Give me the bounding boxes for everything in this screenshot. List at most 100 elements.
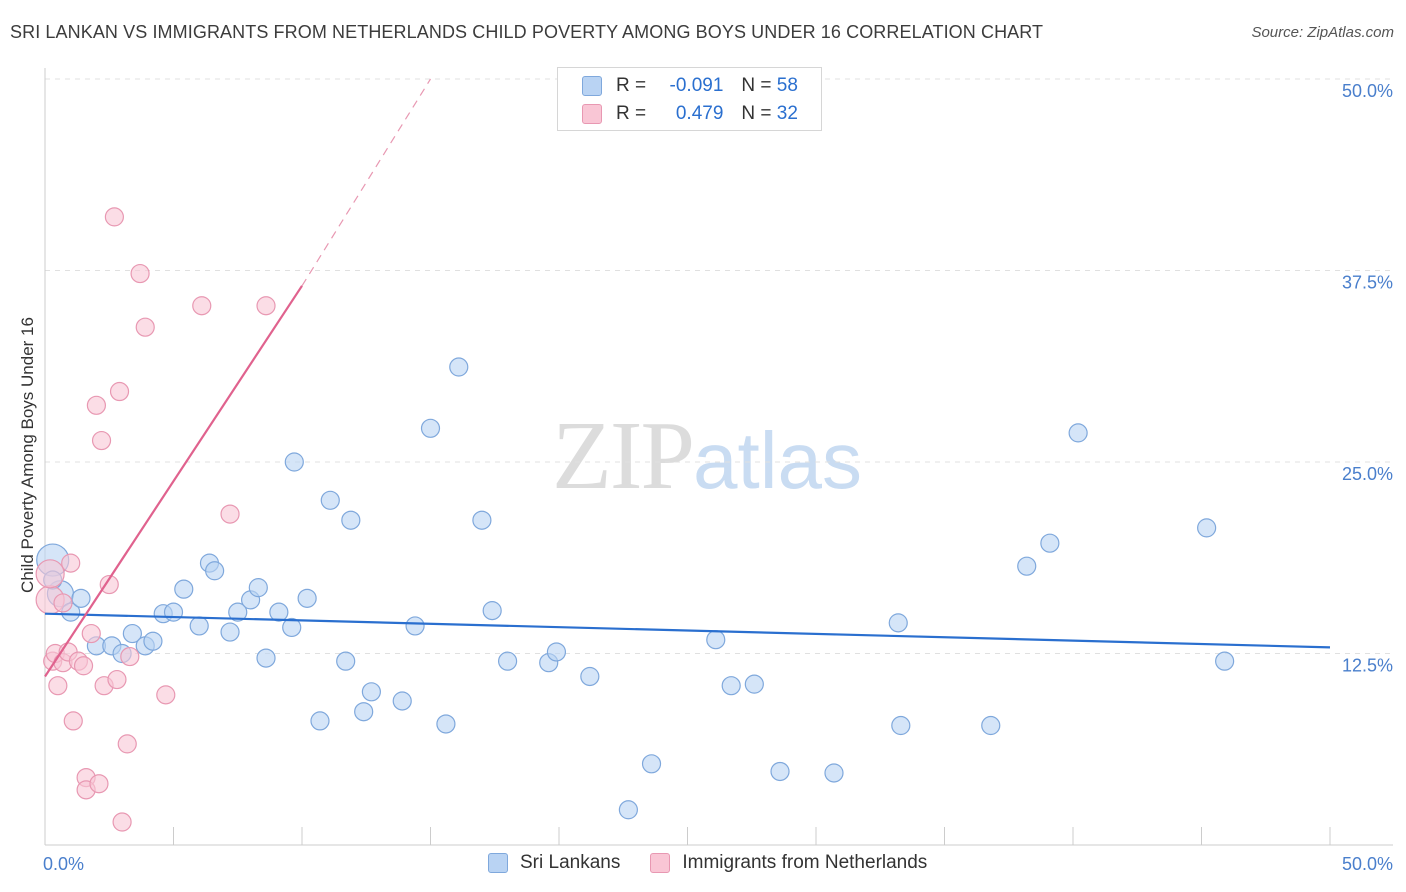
legend-item-label: Sri Lankans: [520, 852, 621, 873]
sri-lankan-point: [361, 682, 381, 702]
sri-lankan-point: [354, 702, 374, 722]
legend-r-label: R =: [616, 103, 647, 124]
netherlands-point: [107, 669, 127, 690]
x-tick-label: 0.0%: [43, 854, 84, 874]
netherlands-point: [86, 395, 107, 415]
legend-swatch-pink: [650, 853, 671, 873]
netherlands-trend-line: [44, 285, 303, 678]
sri-lankan-point: [580, 666, 600, 687]
sri-lankan-point: [546, 642, 567, 662]
legend-swatch-blue: [488, 853, 508, 873]
netherlands-point: [117, 734, 137, 754]
sri-lankan-point: [1017, 556, 1037, 576]
sri-lankan-point: [641, 754, 662, 774]
watermark: ZIPatlas: [552, 400, 862, 512]
netherlands-point: [48, 676, 68, 696]
legend-item-netherlands[interactable]: Immigrants from Netherlands: [650, 852, 927, 874]
x-tick-labels: 0.0% 50.0%: [43, 854, 1393, 874]
netherlands-point: [63, 711, 83, 731]
sri-lankan-point: [189, 616, 209, 636]
sri-lankan-point: [888, 613, 908, 633]
sri-lankan-point: [310, 711, 330, 731]
chart-title: SRI LANKAN VS IMMIGRANTS FROM NETHERLAND…: [10, 22, 1044, 42]
netherlands-point: [156, 685, 176, 705]
x-tick-label: 50.0%: [1342, 854, 1393, 874]
sri-lankan-trend-line: [44, 612, 1331, 649]
sri-lankan-point: [1197, 518, 1217, 538]
sri-lankan-point: [122, 623, 142, 644]
y-axis-label: Child Poverty Among Boys Under 16: [18, 317, 37, 593]
watermark-atlas: atlas: [693, 416, 862, 505]
legend-row-sri-lankans: R = -0.091 N = 58: [582, 74, 798, 98]
legend-item-sri-lankans[interactable]: Sri Lankans: [488, 852, 620, 874]
sri-lankan-point: [891, 715, 911, 736]
data-points: [35, 207, 1235, 832]
legend-n-label: N =: [741, 103, 772, 124]
y-tick-labels: 12.5% 25.0% 37.5% 50.0%: [1342, 81, 1393, 676]
sri-lankan-point: [1215, 651, 1235, 671]
y-tick-label: 37.5%: [1342, 273, 1393, 293]
sri-lankan-point: [744, 674, 764, 694]
netherlands-point: [112, 812, 132, 832]
netherlands-point: [104, 207, 124, 227]
sri-lankan-point: [420, 418, 441, 438]
sri-lankan-point: [405, 616, 425, 636]
sri-lankan-point: [449, 357, 469, 377]
legend-n-label: N =: [741, 75, 772, 96]
sri-lankan-point: [205, 561, 225, 581]
watermark-zip: ZIP: [552, 402, 695, 510]
sri-lankan-point: [436, 714, 456, 734]
sri-lankan-point: [472, 510, 492, 530]
legend-r-value: 0.479: [675, 103, 724, 124]
netherlands-point: [99, 574, 119, 595]
sri-lankan-point: [282, 617, 302, 638]
sri-lankan-point: [706, 630, 726, 650]
grid-lines: [45, 78, 1390, 654]
sri-lankan-point: [482, 601, 502, 621]
netherlands-trend-extension: [301, 78, 432, 287]
sri-lankan-point: [256, 648, 276, 668]
netherlands-point: [109, 381, 130, 402]
sri-lankan-point: [163, 602, 184, 622]
y-tick-label: 12.5%: [1342, 656, 1393, 676]
netherlands-point: [89, 774, 109, 794]
y-tick-label: 25.0%: [1342, 464, 1393, 484]
y-tick-label: 50.0%: [1342, 81, 1393, 101]
trend-lines: [44, 78, 1331, 678]
netherlands-point: [91, 430, 112, 451]
netherlands-point: [81, 623, 101, 644]
sri-lankan-point: [143, 631, 163, 651]
legend-n-value: 58: [776, 75, 798, 96]
netherlands-point: [130, 263, 150, 284]
netherlands-point: [120, 646, 140, 667]
sri-lankan-point: [824, 763, 844, 783]
legend-row-netherlands: R = 0.479 N = 32: [582, 102, 798, 126]
legend-swatch-pink: [582, 104, 602, 124]
source-label: Source: ZipAtlas.com: [1251, 24, 1394, 41]
sri-lankan-point: [220, 622, 240, 642]
netherlands-point: [135, 317, 155, 337]
sri-lankan-point: [498, 651, 518, 671]
sri-lankan-point: [721, 676, 741, 696]
sri-lankan-point: [297, 588, 317, 608]
legend-swatch-blue: [582, 76, 602, 96]
netherlands-point: [73, 656, 94, 676]
sri-lankan-point: [392, 691, 412, 711]
series-legend: Sri Lankans Immigrants from Netherlands: [488, 852, 957, 874]
correlation-legend: R = -0.091 N = 58 R = 0.479 N = 32: [557, 67, 822, 131]
sri-lankan-point: [71, 588, 91, 608]
netherlands-point: [256, 296, 276, 316]
sri-lankan-point: [228, 602, 248, 622]
sri-lankan-point: [284, 452, 304, 472]
sri-lankan-point: [981, 715, 1001, 736]
netherlands-point: [220, 504, 240, 524]
x-ticks: [44, 827, 1331, 845]
netherlands-point: [53, 593, 73, 613]
sri-lankan-point: [248, 578, 268, 598]
sri-lankan-point: [320, 490, 340, 510]
sri-lankan-point: [1040, 533, 1060, 553]
sri-lankan-point: [770, 761, 790, 782]
sri-lankan-point: [174, 579, 194, 599]
netherlands-point: [192, 296, 212, 316]
